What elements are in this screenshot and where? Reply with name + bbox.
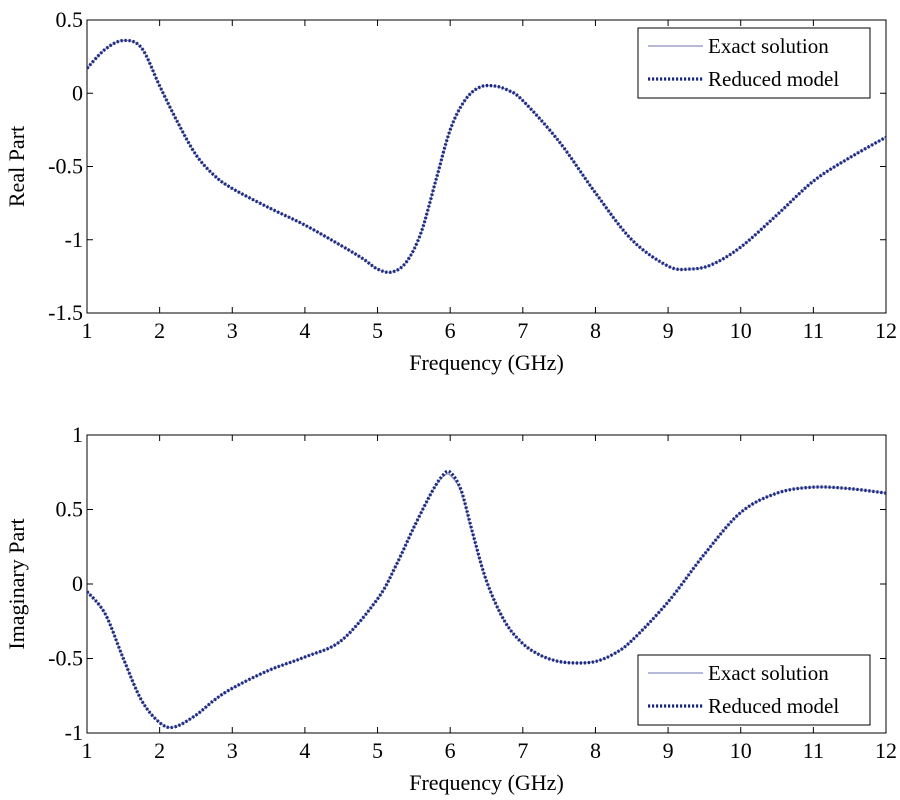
x-tick-label: 3 [227,318,238,343]
x-tick-label: 10 [730,738,752,763]
x-tick-label: 2 [154,738,165,763]
x-tick-label: 4 [299,738,310,763]
legend: Exact solution Reduced model [637,654,871,726]
series-line-reduced-model [87,38,886,274]
x-tick-label: 6 [445,738,456,763]
legend-label: Exact solution [708,34,829,58]
x-tick-label: 3 [227,738,238,763]
legend-box [637,27,871,99]
x-tick-label: 5 [372,738,383,763]
legend-label: Reduced model [708,67,839,91]
y-tick-label: -0.5 [48,646,83,671]
x-tick-label: 1 [82,318,93,343]
x-tick-label: 12 [875,738,897,763]
x-tick-label: 7 [517,738,528,763]
x-tick-label: 12 [875,318,897,343]
y-tick-label: -1.5 [48,300,83,325]
y-tick-label: 0 [72,571,83,596]
x-tick-label: 9 [663,318,674,343]
y-tick-label: 0 [72,80,83,105]
x-tick-label: 8 [590,318,601,343]
x-axis-label: Frequency (GHz) [409,350,564,375]
y-axis-label: Imaginary Part [4,518,29,649]
x-tick-label: 7 [517,318,528,343]
legend-label: Exact solution [708,661,829,685]
y-tick-label: -0.5 [48,154,83,179]
x-tick-label: 4 [299,318,310,343]
legend-label: Reduced model [708,694,839,718]
y-tick-label: -1 [65,227,83,252]
x-tick-label: 8 [590,738,601,763]
y-tick-label: 0.5 [56,497,84,522]
x-tick-label: 2 [154,318,165,343]
y-axis-label: Real Part [4,126,29,207]
x-axis-label: Frequency (GHz) [409,770,564,795]
x-tick-label: 5 [372,318,383,343]
legend-box [637,654,871,726]
series-line-reduced-model [87,469,886,730]
y-tick-label: 0.5 [56,7,84,32]
x-tick-label: 6 [445,318,456,343]
x-tick-label: 11 [803,318,824,343]
x-tick-label: 9 [663,738,674,763]
x-tick-label: 1 [82,738,93,763]
y-tick-label: -1 [65,720,83,745]
x-tick-label: 11 [803,738,824,763]
x-tick-label: 10 [730,318,752,343]
y-tick-label: 1 [72,422,83,447]
legend: Exact solution Reduced model [637,27,871,99]
